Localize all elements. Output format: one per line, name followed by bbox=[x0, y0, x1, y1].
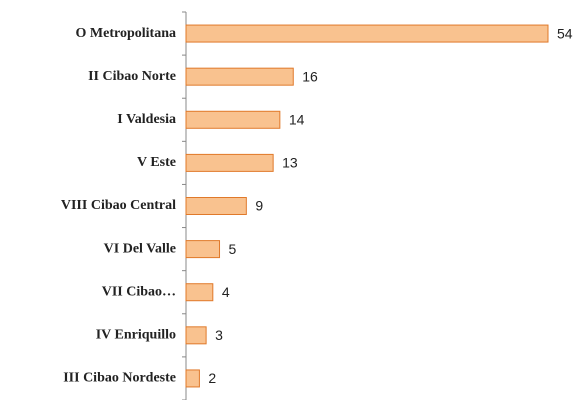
category-label: VII Cibao… bbox=[102, 284, 176, 299]
category-label: O Metropolitana bbox=[76, 26, 176, 41]
bar bbox=[185, 153, 274, 172]
value-label: 54 bbox=[557, 25, 573, 41]
bar bbox=[185, 197, 247, 215]
category-label: III Cibao Nordeste bbox=[63, 371, 176, 386]
category-label: IV Enriquillo bbox=[96, 328, 176, 343]
value-label: 16 bbox=[302, 68, 318, 84]
bar bbox=[185, 24, 549, 43]
value-label: 4 bbox=[222, 284, 230, 300]
value-label: 2 bbox=[208, 370, 216, 386]
bar bbox=[185, 240, 221, 259]
bar bbox=[185, 110, 281, 129]
bar bbox=[185, 67, 294, 86]
bar bbox=[185, 283, 214, 302]
category-label: VI Del Valle bbox=[104, 241, 176, 256]
bar bbox=[185, 326, 207, 345]
value-label: 3 bbox=[215, 327, 223, 343]
category-label: I Valdesia bbox=[117, 112, 176, 127]
bar bbox=[185, 369, 200, 388]
category-label: V Este bbox=[137, 155, 176, 170]
category-label: VIII Cibao Central bbox=[61, 198, 176, 213]
category-label: II Cibao Norte bbox=[88, 69, 176, 84]
value-label: 9 bbox=[255, 198, 263, 214]
value-label: 14 bbox=[289, 111, 305, 127]
value-label: 5 bbox=[229, 241, 237, 257]
value-label: 13 bbox=[282, 155, 298, 171]
